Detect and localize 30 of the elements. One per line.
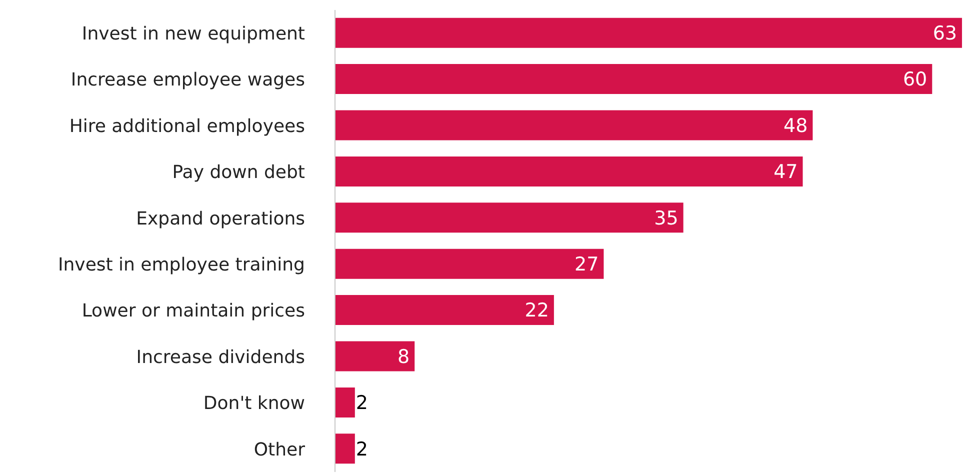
data-label: 63 [932, 22, 957, 45]
bar [335, 156, 803, 186]
bar [335, 341, 415, 372]
bar [335, 248, 604, 279]
y-tick-label: Increase dividends [136, 346, 305, 368]
data-label: 2 [356, 392, 368, 414]
y-tick-label: Expand operations [136, 208, 305, 230]
data-label: 8 [398, 346, 410, 368]
data-label: 48 [784, 114, 808, 137]
y-tick-label: Hire additional employees [69, 116, 305, 137]
data-label: 47 [774, 161, 798, 184]
bar [335, 18, 962, 48]
y-tick-label: Invest in new equipment [82, 23, 305, 44]
bar [335, 202, 684, 233]
bar [335, 434, 355, 464]
data-label: 22 [524, 300, 549, 322]
data-label: 60 [902, 68, 928, 91]
y-tick-label: Invest in employee training [58, 254, 305, 276]
data-label: 27 [574, 254, 599, 276]
data-label: 2 [356, 438, 368, 460]
y-tick-label: Increase employee wages [70, 70, 305, 91]
y-tick-label: Other [254, 439, 306, 460]
data-label: 35 [654, 207, 678, 230]
bar [335, 64, 932, 94]
y-tick-label: Don't know [203, 393, 305, 414]
bar [335, 387, 355, 418]
bar [335, 110, 813, 140]
bar [335, 295, 554, 326]
y-tick-label: Pay down debt [172, 162, 305, 184]
y-tick-label: Lower or maintain prices [82, 300, 305, 322]
